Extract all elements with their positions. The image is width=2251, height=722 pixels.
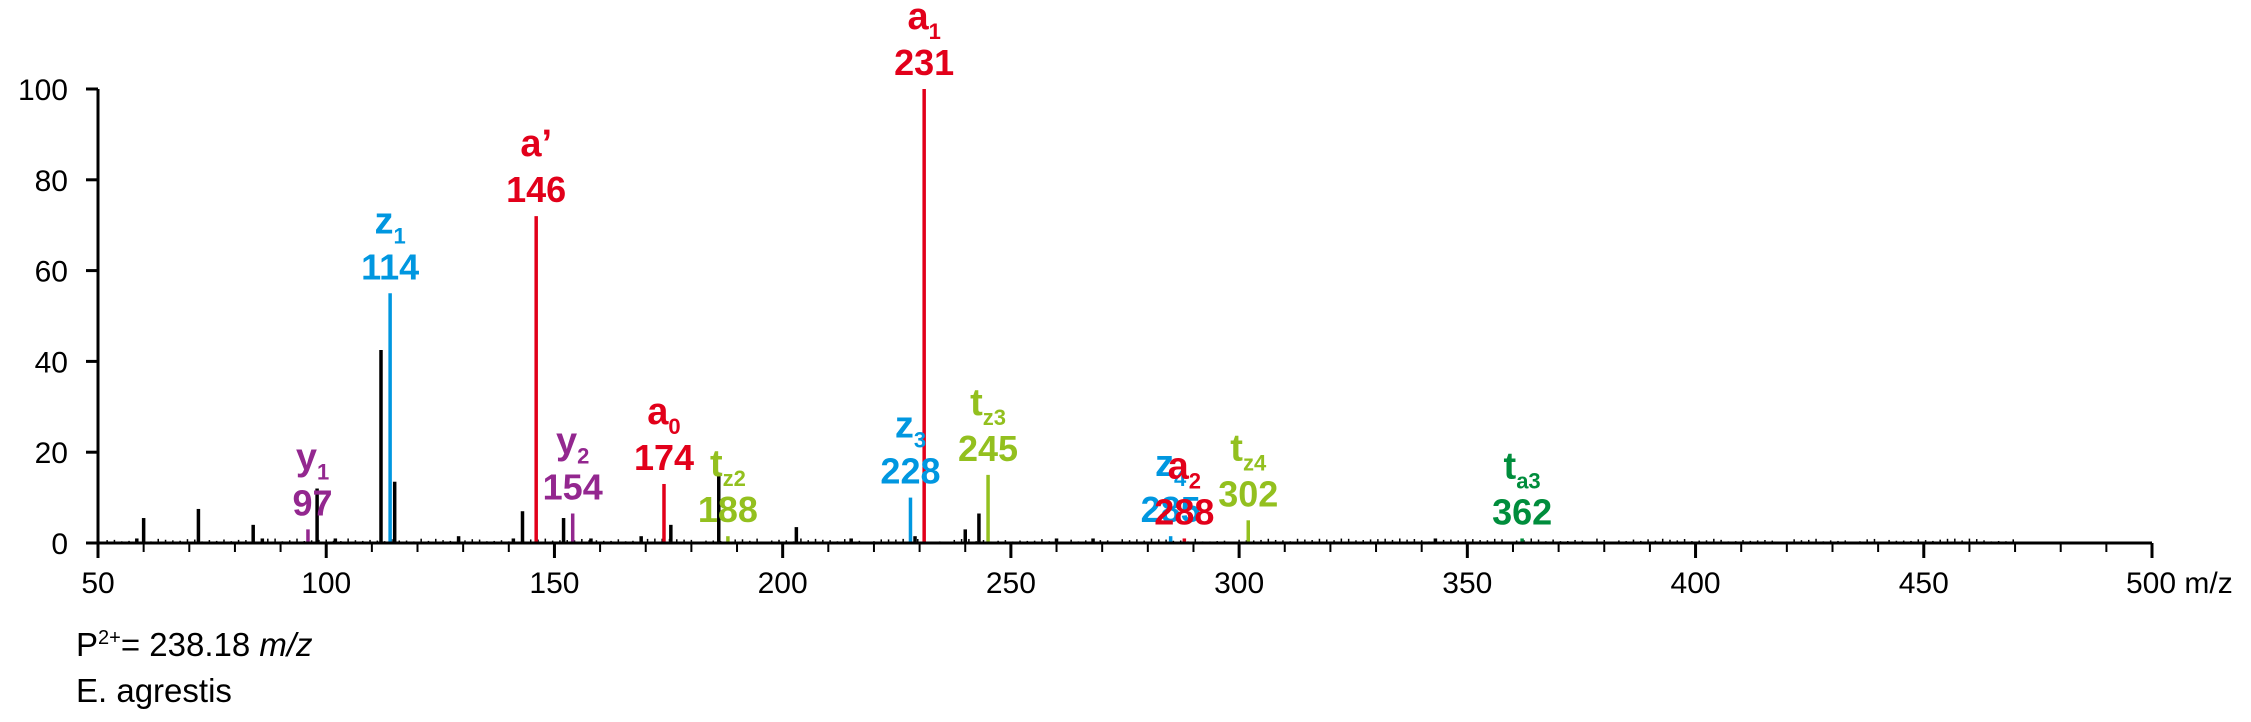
annotation-ion-sub: 3 — [914, 428, 926, 453]
precursor-line: P2+= 238.18 m/z — [76, 626, 313, 664]
x-tick-label: 500 m/z — [2126, 567, 2233, 600]
annotation-mass: 288 — [1154, 491, 1214, 532]
x-tick-label: 50 — [81, 567, 114, 600]
annotation-mass: 245 — [958, 428, 1018, 469]
precursor-unit: m/z — [259, 626, 313, 663]
annotation-mass: 362 — [1492, 491, 1552, 532]
annotation-ion: tz4 — [1230, 427, 1267, 475]
annotation-ion-sub: z4 — [1243, 450, 1267, 475]
annotation-ion-sub: a3 — [1516, 468, 1540, 493]
y-tick-label: 20 — [35, 437, 68, 470]
y-tick-label: 100 — [18, 74, 68, 107]
annotation-ion-sub: z3 — [983, 405, 1006, 430]
precursor-value: = 238.18 — [120, 626, 260, 663]
y-tick-label: 80 — [35, 165, 68, 198]
annotation-ion-sub: 2 — [577, 443, 589, 468]
annotation-mass: 302 — [1218, 473, 1278, 514]
x-tick-label: 250 — [986, 567, 1036, 600]
annotation-ion: z3 — [895, 405, 926, 453]
annotation-mass: 97 — [293, 482, 333, 523]
annotation-ion-sub: 1 — [317, 459, 329, 484]
spectrum-chart: 50 100 150 200 250 300 350 400 450 500 m/z0204060… — [18, 0, 2233, 600]
y-tick-label: 0 — [51, 528, 68, 561]
y-tick-label: 40 — [35, 346, 68, 379]
y-tick-label: 60 — [35, 256, 68, 289]
x-tick-label: 100 — [301, 567, 351, 600]
annotation-mass: 188 — [698, 489, 758, 530]
annotation-ion: tz3 — [970, 382, 1006, 430]
annotation-mass: 228 — [880, 451, 940, 492]
x-tick-label: 300 — [1214, 567, 1264, 600]
annotation-mass: 114 — [361, 246, 419, 287]
x-tick-label: 450 — [1899, 567, 1949, 600]
annotation-ion-sub: 1 — [393, 223, 405, 248]
annotation-ion-sub: 4 — [1174, 466, 1187, 491]
annotation-ion-sub: z2 — [723, 466, 746, 491]
x-tick-label: 350 — [1442, 567, 1492, 600]
axis-ticks: 50 100 150 200 250 300 350 400 450 500 m/z0204060… — [18, 74, 2233, 600]
x-tick-label: 200 — [758, 567, 808, 600]
annotation-ion: a1 — [907, 0, 940, 44]
annotation-ion-sub: 1 — [929, 19, 941, 44]
annotation-ion: tz2 — [710, 443, 746, 491]
species-name: E. agrestis — [76, 672, 232, 709]
annotation-ion: ta3 — [1504, 445, 1541, 493]
x-tick-label: 400 — [1671, 567, 1721, 600]
precursor-charge: 2+ — [98, 627, 121, 649]
annotation-ion-sub: 2 — [1189, 468, 1201, 493]
annotation-mass: 146 — [506, 169, 566, 210]
peaks-layer — [106, 89, 2014, 543]
x-tick-label: 150 — [529, 567, 579, 600]
annotation-ion: z1 — [374, 200, 405, 248]
annotation-ion: a’ — [520, 123, 552, 165]
annotation-mass: 231 — [894, 42, 954, 83]
annotation-mass: 154 — [543, 466, 603, 507]
annotation-ion: a0 — [647, 391, 680, 439]
annotation-ion: y1 — [296, 436, 329, 484]
annotation-mass: 174 — [634, 437, 694, 478]
precursor-prefix: P — [76, 626, 99, 663]
annotation-mass: 285 — [1141, 489, 1201, 530]
annotation-ion-sub: 0 — [668, 414, 680, 439]
annotation-ion: a2 — [1168, 445, 1201, 493]
annotation-ion: y2 — [556, 420, 589, 468]
